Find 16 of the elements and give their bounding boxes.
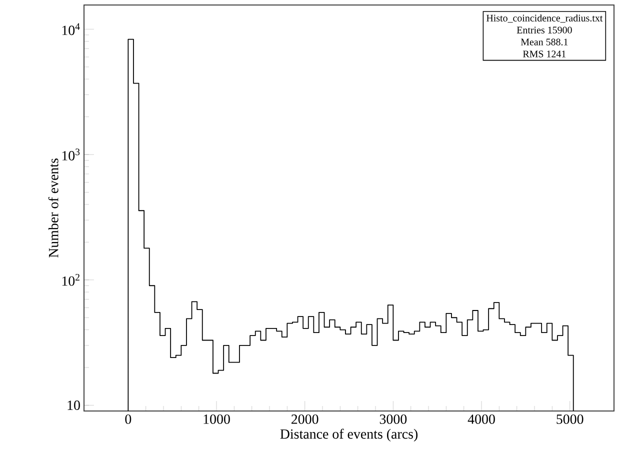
y-axis-title: Number of events (48, 158, 58, 258)
annotation: RMS 1241 (522, 50, 566, 58)
y-tick-label: 10 (68, 400, 80, 410)
x-tick-label: 2000 (292, 414, 318, 424)
x-axis-title: Distance of events (arcs) (280, 428, 418, 442)
x-tick-label: 4000 (468, 414, 495, 424)
annotation: Mean 588.1 (520, 38, 568, 46)
x-tick-label: 3000 (380, 414, 407, 424)
y-tick-label: 10$^{4}$ (62, 23, 80, 36)
x-tick-label: 1000 (204, 414, 230, 424)
y-tick-label: 10$^{3}$ (62, 148, 80, 160)
y-tick-label: 10$^{2}$ (62, 274, 80, 286)
annotation: Histo_coincidence_radius.txt (486, 14, 603, 23)
annotation: Entries 15900 (516, 26, 572, 34)
x-tick-label: 0 (125, 414, 132, 424)
x-tick-label: 5000 (556, 414, 584, 424)
